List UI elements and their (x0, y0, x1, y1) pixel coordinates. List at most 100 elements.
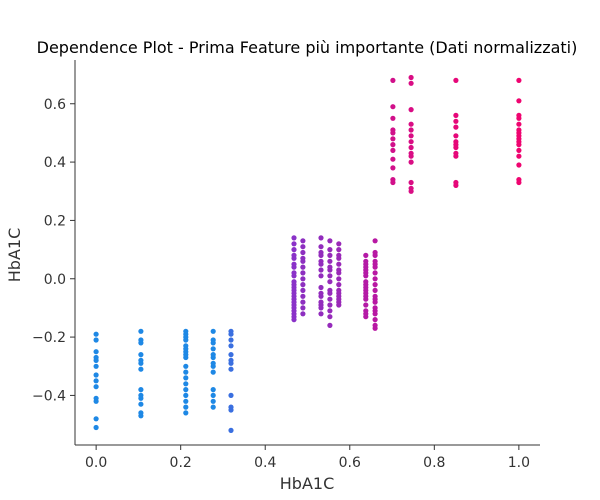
data-point (210, 398, 216, 404)
data-point (300, 249, 306, 256)
data-point (93, 416, 99, 422)
data-point (372, 264, 378, 270)
data-point (300, 282, 306, 288)
data-point (300, 264, 306, 270)
data-point (138, 413, 144, 419)
data-point (138, 360, 144, 366)
data-point (516, 121, 522, 127)
data-point (453, 153, 459, 159)
data-point (408, 107, 414, 113)
data-point (183, 354, 189, 361)
data-point (390, 147, 396, 153)
data-point (138, 401, 144, 407)
data-point (300, 305, 306, 311)
data-point (228, 352, 234, 358)
data-point (408, 144, 414, 151)
data-point (318, 293, 324, 299)
data-point (93, 349, 99, 355)
scatter-points-group (93, 74, 522, 433)
data-point (210, 346, 216, 352)
y-axis-ticks: −0.4 −0.2 0.0 0.2 0.4 0.6 (32, 97, 75, 404)
data-point (408, 121, 414, 127)
data-point (390, 130, 396, 136)
data-point (390, 136, 396, 142)
data-point (318, 273, 324, 279)
data-point (372, 252, 378, 258)
data-point (318, 252, 324, 258)
y-tick-label: −0.4 (32, 388, 66, 404)
data-point (336, 255, 342, 261)
y-axis-label: HbA1C (5, 228, 24, 282)
data-point (390, 142, 396, 148)
data-point (300, 238, 306, 244)
data-point (318, 305, 324, 311)
data-point (453, 133, 459, 139)
data-point (363, 296, 369, 302)
data-point (300, 287, 306, 293)
data-point (291, 273, 297, 279)
data-point (300, 293, 306, 299)
y-tick-label: 0.2 (44, 213, 66, 229)
data-point (390, 104, 396, 110)
data-point (138, 328, 144, 334)
data-point (327, 238, 333, 244)
data-point (183, 381, 189, 387)
data-point (138, 352, 144, 358)
data-point (453, 182, 459, 188)
data-point (210, 354, 216, 361)
data-point (228, 407, 234, 413)
data-point (228, 392, 234, 398)
data-point (327, 267, 333, 273)
data-point (336, 247, 342, 253)
data-point (210, 369, 216, 375)
data-point (336, 270, 342, 276)
data-point (183, 392, 189, 398)
data-point (138, 395, 144, 401)
x-axis-ticks: 0.0 0.2 0.4 0.6 0.8 1.0 (85, 445, 530, 471)
data-point (327, 279, 333, 285)
data-point (363, 302, 369, 308)
data-point (183, 375, 189, 381)
x-tick-label: 1.0 (508, 455, 530, 471)
data-point (453, 124, 459, 130)
data-point (336, 276, 342, 282)
data-point (516, 162, 522, 168)
data-point (453, 144, 459, 151)
data-point (516, 98, 522, 104)
data-point (300, 311, 306, 317)
data-point (372, 317, 378, 323)
data-point (516, 147, 522, 153)
data-point (291, 241, 297, 247)
data-point (183, 337, 189, 343)
data-point (408, 188, 414, 194)
data-point (93, 363, 99, 369)
x-axis-label: HbA1C (280, 474, 334, 493)
data-point (228, 360, 234, 366)
x-tick-label: 0.4 (254, 455, 276, 471)
data-point (363, 273, 369, 279)
data-point (408, 179, 414, 186)
data-point (300, 270, 306, 276)
data-point (210, 363, 216, 369)
data-point (300, 299, 306, 305)
data-point (408, 127, 414, 133)
data-point (372, 276, 378, 282)
data-point (372, 311, 378, 317)
data-point (183, 398, 189, 404)
data-point (408, 139, 414, 145)
data-point (372, 325, 378, 331)
data-point (138, 366, 144, 372)
data-point (291, 317, 297, 323)
data-point (336, 261, 342, 267)
data-point (93, 424, 99, 431)
data-point (318, 267, 324, 273)
x-tick-label: 0.8 (423, 455, 445, 471)
data-point (318, 244, 324, 250)
data-point (336, 282, 342, 288)
data-point (408, 80, 414, 86)
data-point (390, 115, 396, 121)
data-point (93, 384, 99, 390)
data-point (93, 331, 99, 337)
data-point (93, 378, 99, 384)
